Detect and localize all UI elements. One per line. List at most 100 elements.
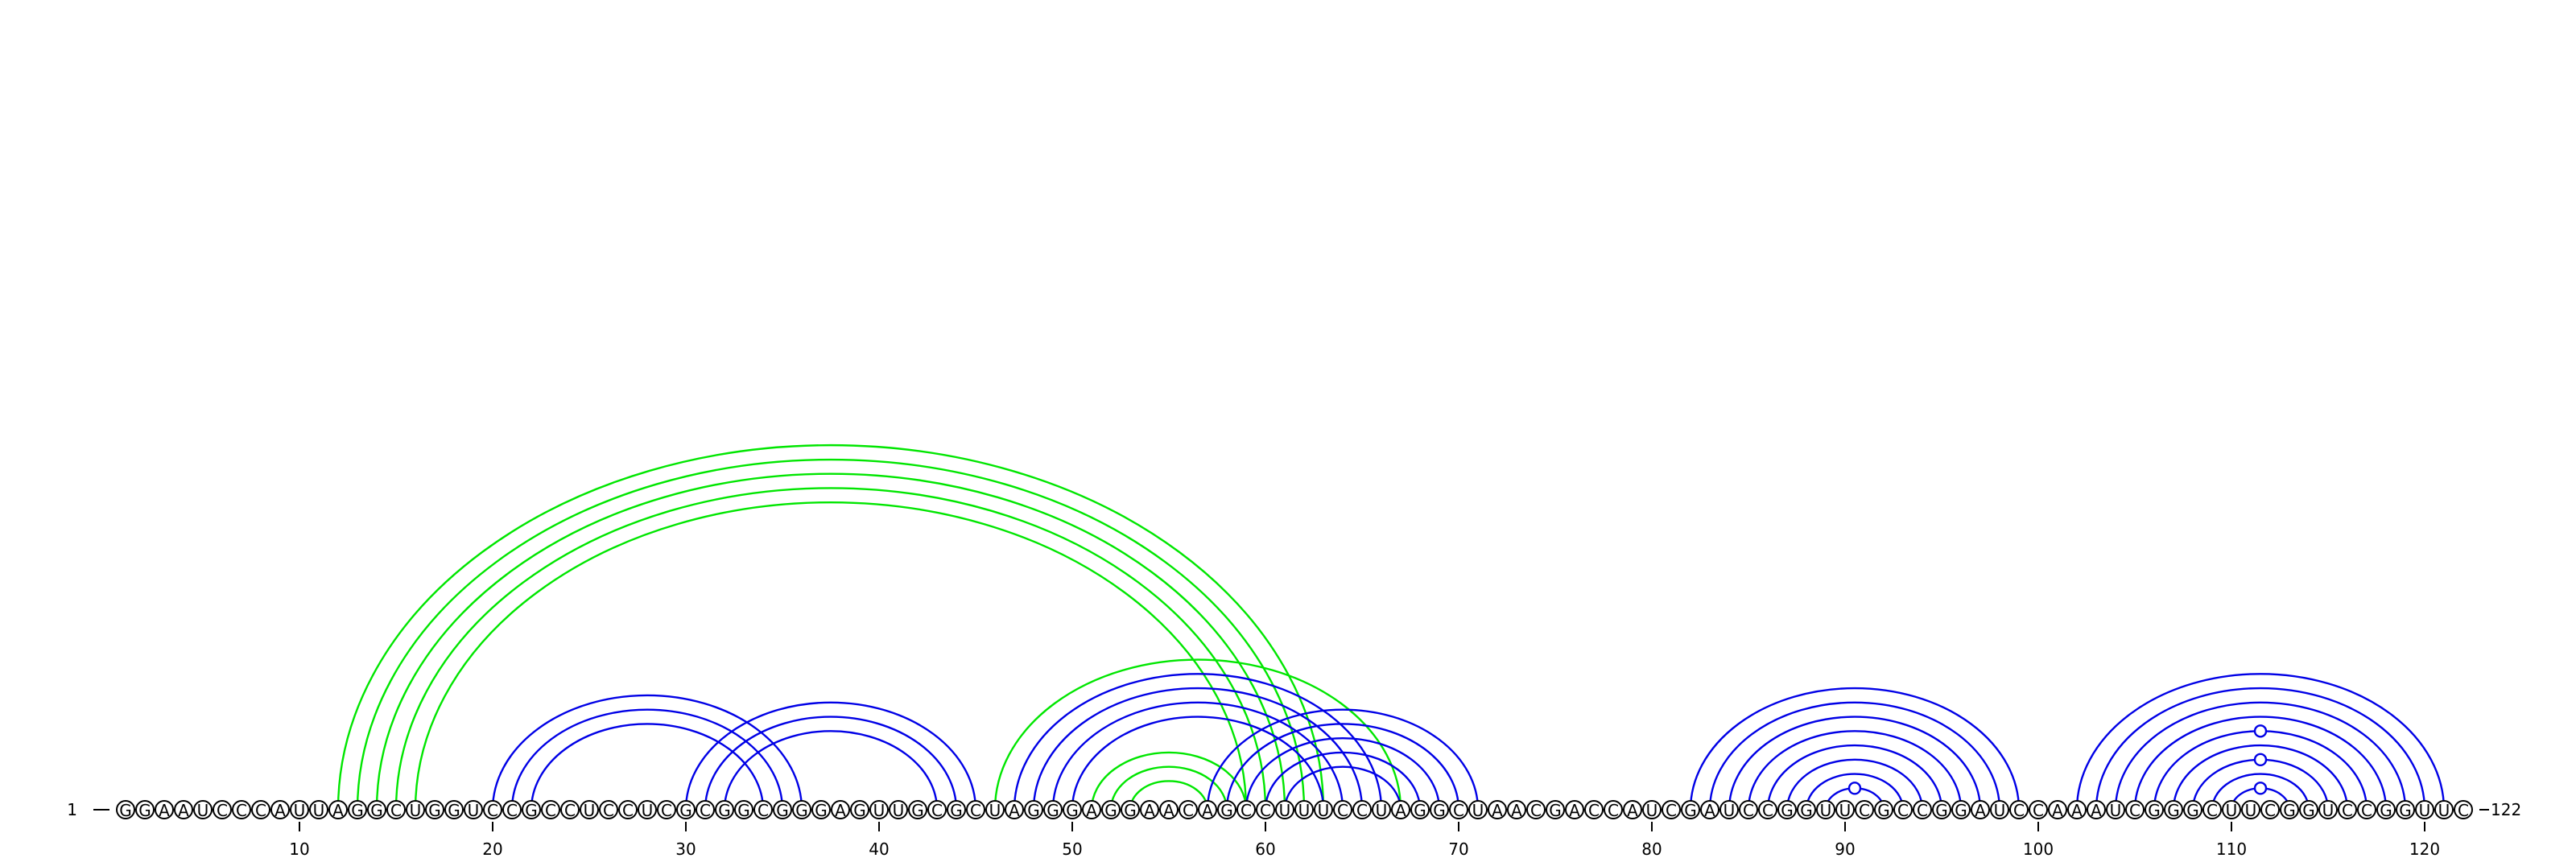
nucleotide-letter: C	[2361, 801, 2372, 820]
nucleotide: G	[2376, 800, 2396, 820]
nucleotide-circle	[1700, 800, 1719, 819]
nucleotide-circle	[2280, 800, 2299, 819]
nucleotide-letter: G	[950, 801, 963, 820]
nucleotide-circle	[1758, 800, 1777, 819]
nucleotide-circle	[1816, 800, 1835, 819]
nucleotide: G	[850, 800, 869, 820]
tick-label: 40	[869, 839, 889, 858]
nucleotide-circle	[1739, 800, 1758, 819]
nucleotide-letter: G	[351, 801, 364, 820]
nucleotide-circle	[1391, 800, 1410, 819]
nucleotide-letter: G	[428, 801, 441, 820]
nucleotide-letter: U	[642, 801, 654, 820]
nucleotide: U	[2222, 800, 2241, 820]
nucleotide: A	[1700, 800, 1719, 820]
nucleotide-letter: A	[1163, 801, 1174, 820]
nucleotide-circle	[1372, 800, 1391, 819]
nucleotide-letter: G	[1549, 801, 1562, 820]
nucleotide: U	[464, 800, 483, 820]
nucleotide: G	[1101, 800, 1121, 820]
nucleotide: C	[599, 800, 618, 820]
tick-label: 50	[1062, 839, 1082, 858]
nucleotide-letter: C	[1608, 801, 1619, 820]
nucleotide-letter: C	[1241, 801, 1252, 820]
base-pair-arc	[1051, 701, 1344, 811]
nucleotide-letter: G	[2302, 801, 2315, 820]
nucleotide-circle	[1797, 800, 1816, 819]
nucleotide-letter: U	[893, 801, 905, 820]
nucleotide-letter: U	[1376, 801, 1388, 820]
nucleotide-circle	[1488, 800, 1507, 819]
nucleotide-circle	[1082, 800, 1101, 819]
base-pair-arc	[1708, 701, 2001, 811]
nucleotide-circle	[927, 800, 947, 819]
nucleotide: U	[1719, 800, 1739, 820]
position-axis: 10 20 30 40 50 60 70 80 90 100 110 120	[289, 822, 2440, 858]
nucleotide-circle	[135, 800, 155, 819]
nucleotide-circle	[869, 800, 889, 819]
sequence-start-label: 1	[67, 800, 77, 819]
nucleotide: G	[908, 800, 927, 820]
nucleotide: U	[2241, 800, 2260, 820]
nucleotide: G	[1410, 800, 1430, 820]
nucleotide-letter: G	[2283, 801, 2296, 820]
nucleotide-letter: C	[2207, 801, 2218, 820]
nucleotide-circle	[1951, 800, 1971, 819]
nucleotide-circle	[1681, 800, 1700, 819]
nucleotide-letter: C	[1666, 801, 1677, 820]
nucleotide-circle	[1719, 800, 1739, 819]
bulge-marker	[1847, 782, 1862, 795]
nucleotide-circle	[2318, 800, 2338, 819]
nucleotide: G	[715, 800, 734, 820]
nucleotide: U	[638, 800, 657, 820]
base-pair-arcs	[336, 443, 2446, 811]
nucleotide: C	[232, 800, 251, 820]
nucleotide-letter: C	[1453, 801, 1464, 820]
base-pair-arc	[2153, 730, 2368, 811]
nucleotide: U	[889, 800, 908, 820]
nucleotide-circle	[367, 800, 386, 819]
nucleotide-letter: U	[2322, 801, 2334, 820]
nucleotide: U	[1294, 800, 1314, 820]
nucleotide-circle	[2396, 800, 2415, 819]
nucleotide-circle	[1314, 800, 1333, 819]
nucleotide-circle	[2222, 800, 2241, 819]
nucleotide-letter: G	[795, 801, 808, 820]
nucleotide-letter: G	[1433, 801, 1446, 820]
nucleotide-letter: C	[506, 801, 518, 820]
nucleotide-letter: C	[487, 801, 498, 820]
base-pair-arc	[993, 658, 1402, 811]
nucleotide: A	[1159, 800, 1179, 820]
nucleotide: U	[2318, 800, 2338, 820]
nucleotide-circle	[1874, 800, 1893, 819]
nucleotide: U	[2434, 800, 2454, 820]
nucleotide: U	[309, 800, 328, 820]
nucleotide: A	[270, 800, 290, 820]
nucleotide: A	[1507, 800, 1526, 820]
nucleotide: G	[1024, 800, 1043, 820]
nucleotide-letter: U	[1820, 801, 1832, 820]
nucleotide-circle	[155, 800, 174, 819]
nucleotide-circle	[522, 800, 541, 819]
nucleotide: G	[1874, 800, 1893, 820]
base-pair-arc	[2095, 687, 2426, 811]
nucleotide: A	[2048, 800, 2067, 820]
nucleotide-circle	[1835, 800, 1855, 819]
tick-label: 80	[1641, 839, 1662, 858]
sequence-end-label: 122	[2491, 800, 2521, 819]
nucleotide: G	[1063, 800, 1082, 820]
nucleotide-letter: C	[661, 801, 672, 820]
nucleotide: C	[966, 800, 985, 820]
nucleotide-letter: C	[1337, 801, 1348, 820]
nucleotide: G	[1217, 800, 1236, 820]
tick-label: 100	[2023, 839, 2054, 858]
nucleotide-letter: A	[1511, 801, 1522, 820]
base-pair-arc	[375, 472, 1286, 811]
nucleotide-letter: G	[1124, 801, 1137, 820]
nucleotide-letter: A	[835, 801, 846, 820]
nucleotide-circle	[2087, 800, 2106, 819]
nucleotide: C	[2029, 800, 2048, 820]
base-pair-arc	[1013, 673, 1383, 811]
nucleotide-letter: U	[294, 801, 306, 820]
nucleotide-letter: A	[2052, 801, 2063, 820]
